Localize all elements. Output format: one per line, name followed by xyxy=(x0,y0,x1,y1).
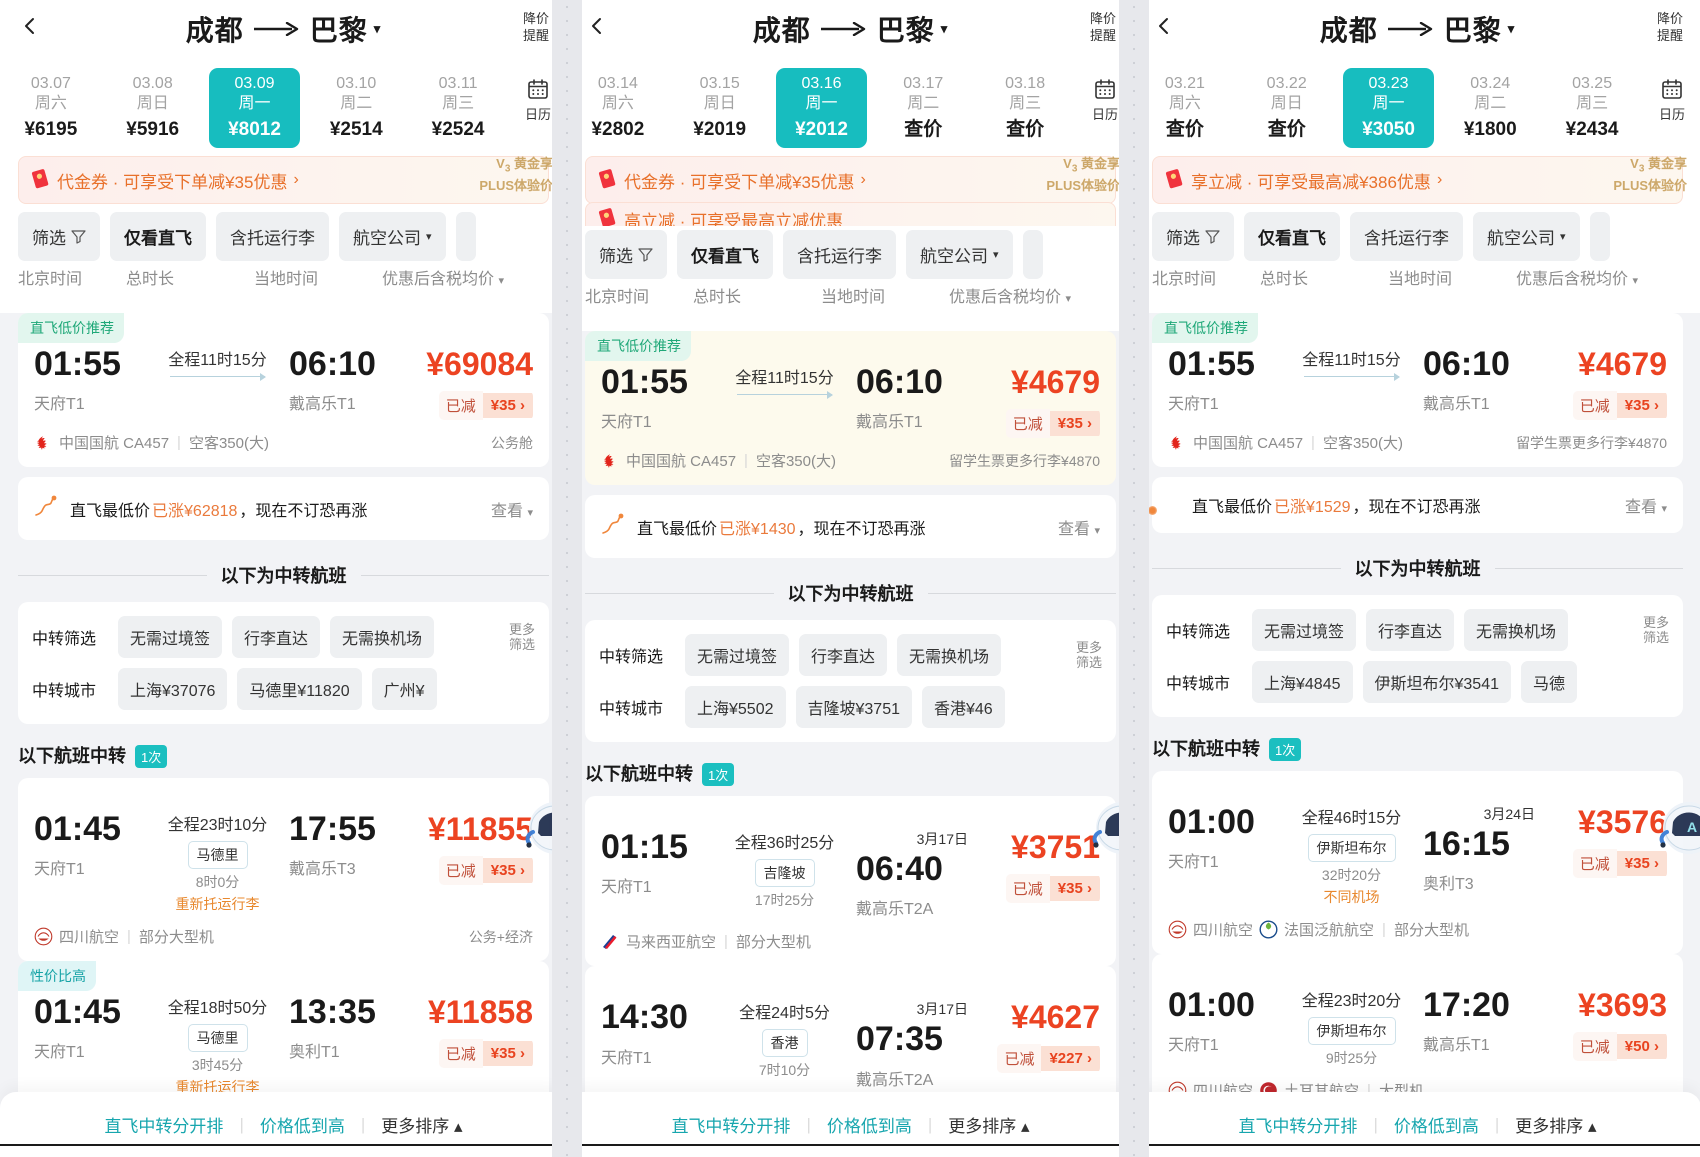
svg-text:A: A xyxy=(1687,819,1697,835)
svg-text:A: A xyxy=(553,819,563,835)
svg-text:A: A xyxy=(1120,819,1130,835)
